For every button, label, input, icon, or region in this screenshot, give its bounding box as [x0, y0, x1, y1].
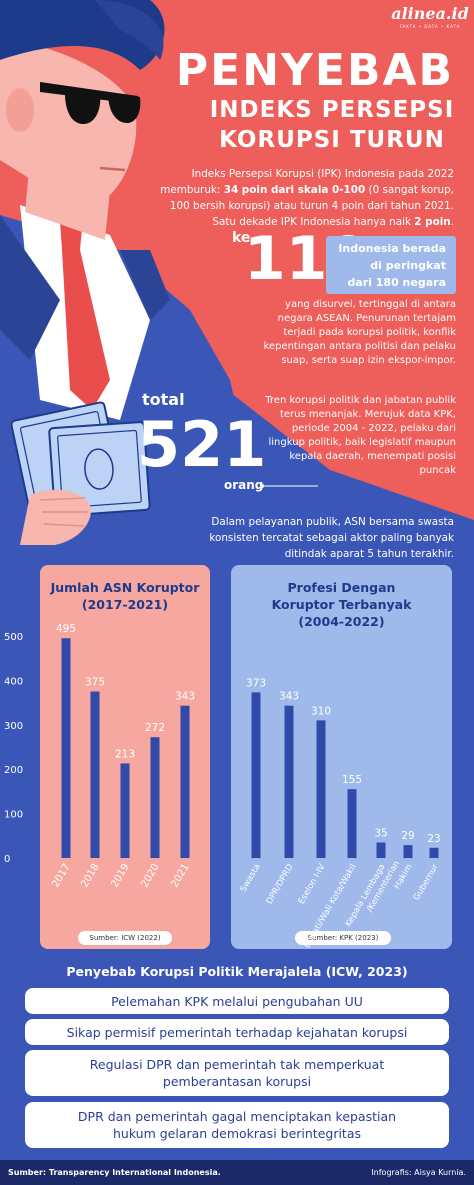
- chart-title-profesi: Profesi Dengan Koruptor Terbanyak (2004-…: [271, 580, 412, 629]
- y-tick-label: 100: [4, 810, 23, 821]
- y-tick-label: 400: [4, 676, 23, 687]
- footer: Sumber: Transparency International Indon…: [0, 1160, 474, 1185]
- x-tick-label: Gubernur: [412, 862, 441, 902]
- chart-asn-bars: 495 2017 375 2018 213 2019 272 2020 343 2021: [50, 623, 195, 889]
- rank-prefix: ke: [232, 230, 251, 246]
- bar: [150, 737, 160, 858]
- causes-title: Penyebab Korupsi Politik Merajalela (ICW…: [66, 964, 408, 979]
- asn-paragraph: Dalam pelayanan publik, ASN bersama swas…: [209, 516, 454, 560]
- footer-source: Sumber: Transparency International Indon…: [8, 1168, 221, 1177]
- cause-item-4: DPR dan pemerintah gagal menciptakan kep…: [25, 1102, 449, 1148]
- x-tick-label: 2017: [50, 862, 72, 890]
- x-tick-label: 2021: [169, 862, 191, 890]
- title-line-1: PENYEBAB: [175, 45, 455, 96]
- bar: [61, 638, 71, 858]
- y-axis: 0 100 200 300 400 500: [4, 632, 23, 865]
- source-pill-kpk: Sumber: KPK (2023): [295, 931, 391, 945]
- x-tick-label: Swasta: [239, 863, 263, 894]
- bar-value-label: 343: [175, 691, 195, 703]
- bar-value-label: 213: [115, 748, 135, 760]
- x-tick-label: 2018: [79, 862, 101, 890]
- source-pill-icw: Sumber: ICW (2022): [78, 931, 172, 945]
- bar: [284, 705, 294, 858]
- bar: [429, 847, 439, 858]
- bar: [347, 789, 357, 858]
- logo-tagline: FAKTA • DATA • KATA: [399, 24, 461, 29]
- footer-credit: Infografis: Aisya Kurnia.: [371, 1168, 466, 1177]
- intro-text-1: Indeks Persepsi Korupsi (IPK) Indonesia …: [160, 168, 454, 196]
- trend-paragraph: Tren korupsi politik dan jabatan publik …: [265, 395, 456, 476]
- bar: [90, 691, 100, 858]
- y-tick-label: 300: [4, 721, 23, 732]
- intro-text-3: .: [450, 216, 454, 228]
- cause-item-3: Regulasi DPR dan pemerintah tak memperku…: [25, 1050, 449, 1096]
- bar-value-label: 373: [246, 677, 266, 689]
- x-tick-label: 2020: [139, 862, 161, 890]
- chart-panel-profesi: Profesi Dengan Koruptor Terbanyak (2004-…: [231, 565, 452, 949]
- rank-box-line-3: dari 180 negara: [347, 276, 446, 289]
- businessman-illustration: [0, 0, 474, 560]
- bar-value-label: 35: [374, 827, 387, 839]
- rank-box-line-1: Indonesia berada: [338, 242, 446, 255]
- intro-text-2: (0 sangat korup, 100 bersih korupsi) ata…: [169, 184, 454, 228]
- y-tick-label: 500: [4, 632, 23, 643]
- y-tick-label: 0: [4, 854, 10, 865]
- bar-value-label: 375: [85, 677, 105, 689]
- kpk-number: 521: [137, 408, 267, 481]
- brand-logo: alinea.id FAKTA • DATA • KATA: [388, 4, 472, 29]
- bar: [251, 692, 261, 858]
- cause-item-2: Sikap permisif pemerintah terhadap kejah…: [25, 1019, 449, 1045]
- bar-value-label: 23: [427, 833, 440, 845]
- bar-value-label: 272: [145, 722, 165, 734]
- bar-value-label: 310: [311, 705, 331, 717]
- bar: [376, 842, 386, 858]
- y-tick-label: 200: [4, 765, 23, 776]
- intro-bold-1: 34 poin dari skala 0-100: [223, 184, 366, 196]
- kpk-suffix: orang: [224, 478, 264, 492]
- cause-item-1: Pelemahan KPK melalui pengubahan UU: [25, 988, 449, 1014]
- bar: [316, 720, 326, 858]
- kpk-prefix: total: [142, 390, 185, 409]
- x-tick-label: 2019: [109, 862, 131, 890]
- rank-box: Indonesia berada di peringkat dari 180 n…: [326, 236, 456, 294]
- bar-value-label: 495: [56, 623, 76, 635]
- bar: [403, 845, 413, 858]
- rank-box-line-2: di peringkat: [370, 259, 446, 272]
- title-line-2: INDEKS PERSEPSI: [209, 97, 455, 123]
- x-tick-label: Eselon I-IV: [297, 862, 328, 906]
- bar-value-label: 29: [401, 830, 414, 842]
- bar-value-label: 343: [279, 691, 299, 703]
- bar: [180, 705, 190, 858]
- intro-bold-2: 2 poin: [414, 216, 451, 228]
- chart-title-asn: Jumlah ASN Koruptor (2017-2021): [50, 580, 200, 612]
- x-tick-label: DPR/DPRD: [265, 862, 296, 906]
- bar: [120, 763, 130, 858]
- title-line-3: KORUPSI TURUN: [219, 127, 445, 153]
- bar-value-label: 155: [342, 774, 362, 786]
- intro-paragraph: Indeks Persepsi Korupsi (IPK) Indonesia …: [158, 166, 454, 230]
- logo-text: alinea.id: [391, 4, 469, 23]
- asean-paragraph: yang disurvei, tertinggal di antara nega…: [263, 299, 457, 366]
